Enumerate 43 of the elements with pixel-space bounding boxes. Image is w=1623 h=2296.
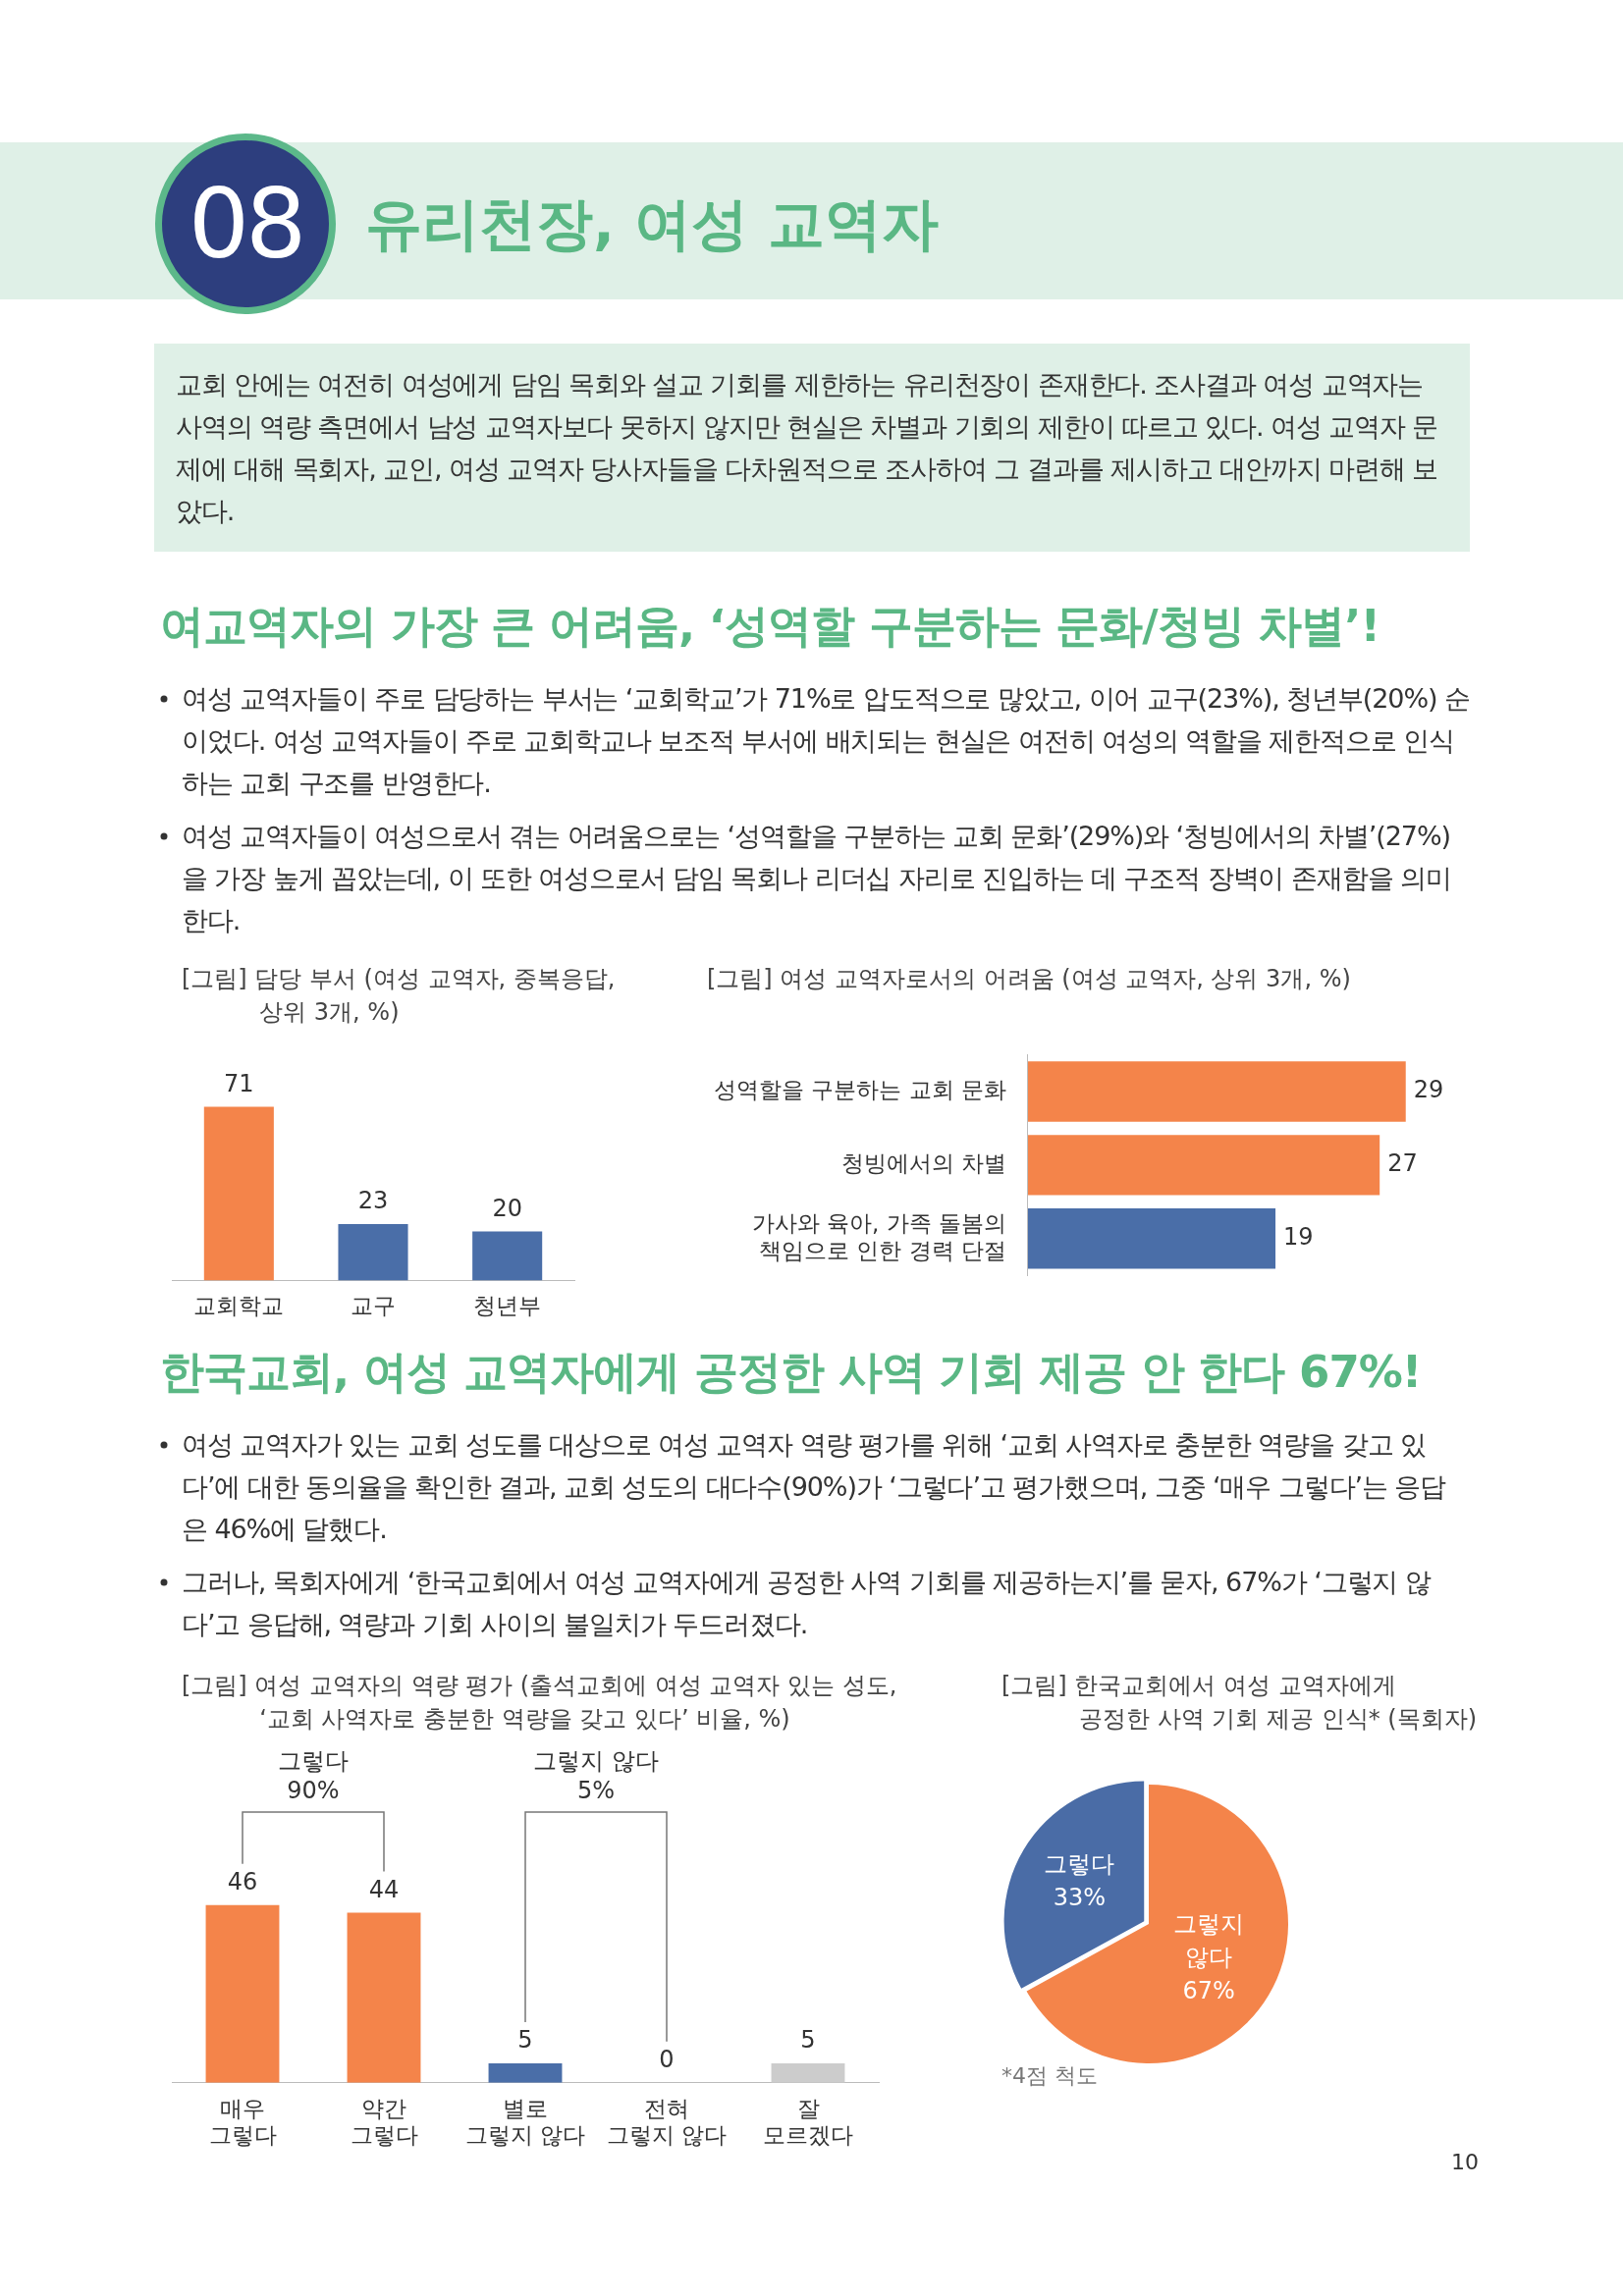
text: 여성 교역자들이 주로 담당하는 부서는 ‘교회학교’가 71%로 압도적으로 많았고, 이어 교구(23%), 청년부(20%) 순이었다. 여성 교역자들이 주로 교회학교나 보조적 부서에 배치되는 현실은 여전히 여성의 역할을 제한적으로 인식하는 교회 구조를 반영한다. <box>182 682 1470 800</box>
data-label: 5 <box>517 2026 533 2055</box>
x-tick-label: 별로 그렇지 않다 <box>464 2095 586 2149</box>
chart-title: [그림] 여성 교역자의 역량 평가 (출석교회에 여성 교역자 있는 성도, ‘교회 사역자로 충분한 역량을 갖고 있다’ 비율, %) <box>182 1671 898 1735</box>
text: 한국교회, 여성 교역자에게 공정한 사역 기회 제공 안 한다 67%! <box>160 1345 1422 1400</box>
data-label: 0 <box>659 2046 675 2074</box>
data-label: 23 <box>357 1187 389 1215</box>
x-tick-label: 매우 그렇다 <box>208 2095 277 2149</box>
data-label: 44 <box>368 1875 400 1903</box>
text: 그러나, 목회자에게 ‘한국교회에서 여성 교역자에게 공정한 사역 기회를 제공하는지’를 묻자, 67%가 ‘그렇지 않다’고 응답해, 역량과 기회 사이의 불일치가 두드러졌다. <box>182 1566 1433 1641</box>
slice-label: 그렇지 않다 <box>1173 1910 1245 1972</box>
text: 그렇지 않다 5% <box>533 1746 659 1805</box>
data-label: 5 <box>800 2026 816 2055</box>
x-tick-label: 잘 모르겠다 <box>763 2095 853 2149</box>
text: 유리천장, 여성 교역자 <box>365 189 940 259</box>
text: 여성 교역자들이 여성으로서 겪는 어려움으로는 ‘성역할을 구분하는 교회 문화’(29%)와 ‘청빙에서의 차별’(27%)을 가장 높게 꼽았는데, 이 또한 여성으로서 담임 목회나 리더십 자리로 진입하는 데 구조적 장벽이 존재함을 의미한다. <box>182 820 1452 937</box>
data-label: 20 <box>492 1194 522 1222</box>
text: 교회 안에는 여전히 여성에게 담임 목회와 설교 기회를 제한하는 유리천장이 존재한다. 조사결과 여성 교역자는 사역의 역량 측면에서 남성 교역자보다 못하지 않지만 현실은 차별과 기회의 제한이 따르고 있다. 여성 교역자 문제에 대해 목회자, 교인, 여성 교역자 당사자들을 다차원적으로 조사하여 그 결과를 제시하고 대안까지 마련해 보았다. <box>154 344 1470 552</box>
x-tick-label: 교구 <box>351 1293 396 1319</box>
y-tick-label: 성역할을 구분하는 교회 문화 <box>714 1077 1006 1102</box>
data-label: 29 <box>1413 1076 1444 1104</box>
x-tick-label: 전혀 그렇지 않다 <box>606 2095 728 2149</box>
data-label: 19 <box>1283 1223 1314 1251</box>
chart-title: [그림] 한국교회에서 여성 교역자에게 공정한 사역 기회 제공 인식* (목회자) <box>1001 1671 1479 1735</box>
data-label: 67% <box>1182 1977 1235 2005</box>
data-label: 71 <box>224 1069 254 1097</box>
text: 여교역자의 가장 큰 어려움, ‘성역할 구분하는 문화/청빙 차별’! <box>160 599 1380 654</box>
text: 08 <box>155 133 336 314</box>
data-label: 33% <box>1053 1884 1107 1912</box>
text: 10 <box>1451 2150 1479 2174</box>
text: 그렇다 90% <box>278 1746 349 1805</box>
y-tick-label: 가사와 육아, 가족 돌봄의 책임으로 인한 경력 단절 <box>751 1209 1006 1263</box>
slice-label: 그렇다 <box>1044 1850 1115 1879</box>
x-tick-label: 약간 그렇다 <box>350 2095 418 2149</box>
data-label: 46 <box>227 1867 258 1896</box>
x-tick-label: 교회학교 <box>193 1293 285 1319</box>
y-tick-label: 청빙에서의 차별 <box>840 1149 1006 1176</box>
data-label: 27 <box>1387 1149 1418 1178</box>
x-tick-label: 청년부 <box>473 1293 542 1319</box>
chart-title: [그림] 담당 부서 (여성 교역자, 중복응답, 상위 3개, %) <box>182 965 616 1026</box>
text: *4점 척도 <box>1001 2062 1098 2090</box>
text: 여성 교역자가 있는 교회 성도를 대상으로 여성 교역자 역량 평가를 위해 ‘교회 사역자로 충분한 역량을 갖고 있다’에 대한 동의율을 확인한 결과, 교회 성도의 대다수(90%)가 ‘그렇다’고 평가했으며, 그중 ‘매우 그렇다’는 응답은 46%에 달했다. <box>182 1428 1447 1546</box>
chart-title: [그림] 여성 교역자로서의 어려움 (여성 교역자, 상위 3개, %) <box>707 964 1352 994</box>
